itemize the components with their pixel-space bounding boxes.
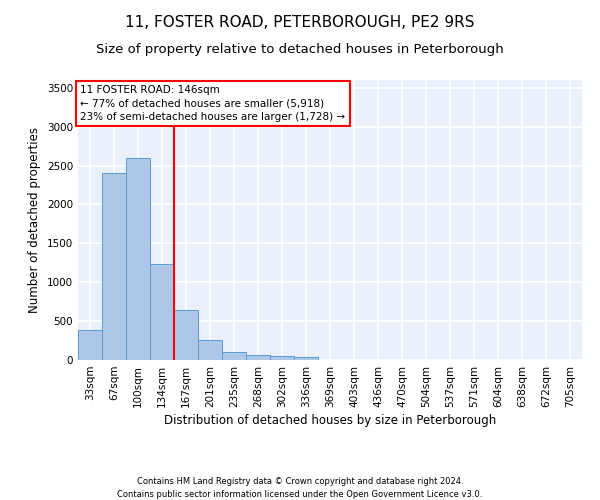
Text: Contains HM Land Registry data © Crown copyright and database right 2024.: Contains HM Land Registry data © Crown c… (137, 478, 463, 486)
Bar (198, 340, 222, 360)
Y-axis label: Number of detached properties: Number of detached properties (28, 127, 41, 313)
Bar (78, 330, 102, 360)
Bar (270, 356, 294, 360)
Bar (150, 264, 174, 360)
Bar (174, 310, 198, 360)
X-axis label: Distribution of detached houses by size in Peterborough: Distribution of detached houses by size … (164, 414, 496, 427)
Text: 11, FOSTER ROAD, PETERBOROUGH, PE2 9RS: 11, FOSTER ROAD, PETERBOROUGH, PE2 9RS (125, 15, 475, 30)
Text: 11 FOSTER ROAD: 146sqm
← 77% of detached houses are smaller (5,918)
23% of semi-: 11 FOSTER ROAD: 146sqm ← 77% of detached… (80, 86, 346, 122)
Bar (294, 356, 318, 360)
Text: Size of property relative to detached houses in Peterborough: Size of property relative to detached ho… (96, 42, 504, 56)
Bar (126, 158, 150, 360)
Bar (102, 174, 126, 360)
Text: Contains public sector information licensed under the Open Government Licence v3: Contains public sector information licen… (118, 490, 482, 499)
Bar (222, 352, 246, 360)
Bar (246, 356, 270, 360)
